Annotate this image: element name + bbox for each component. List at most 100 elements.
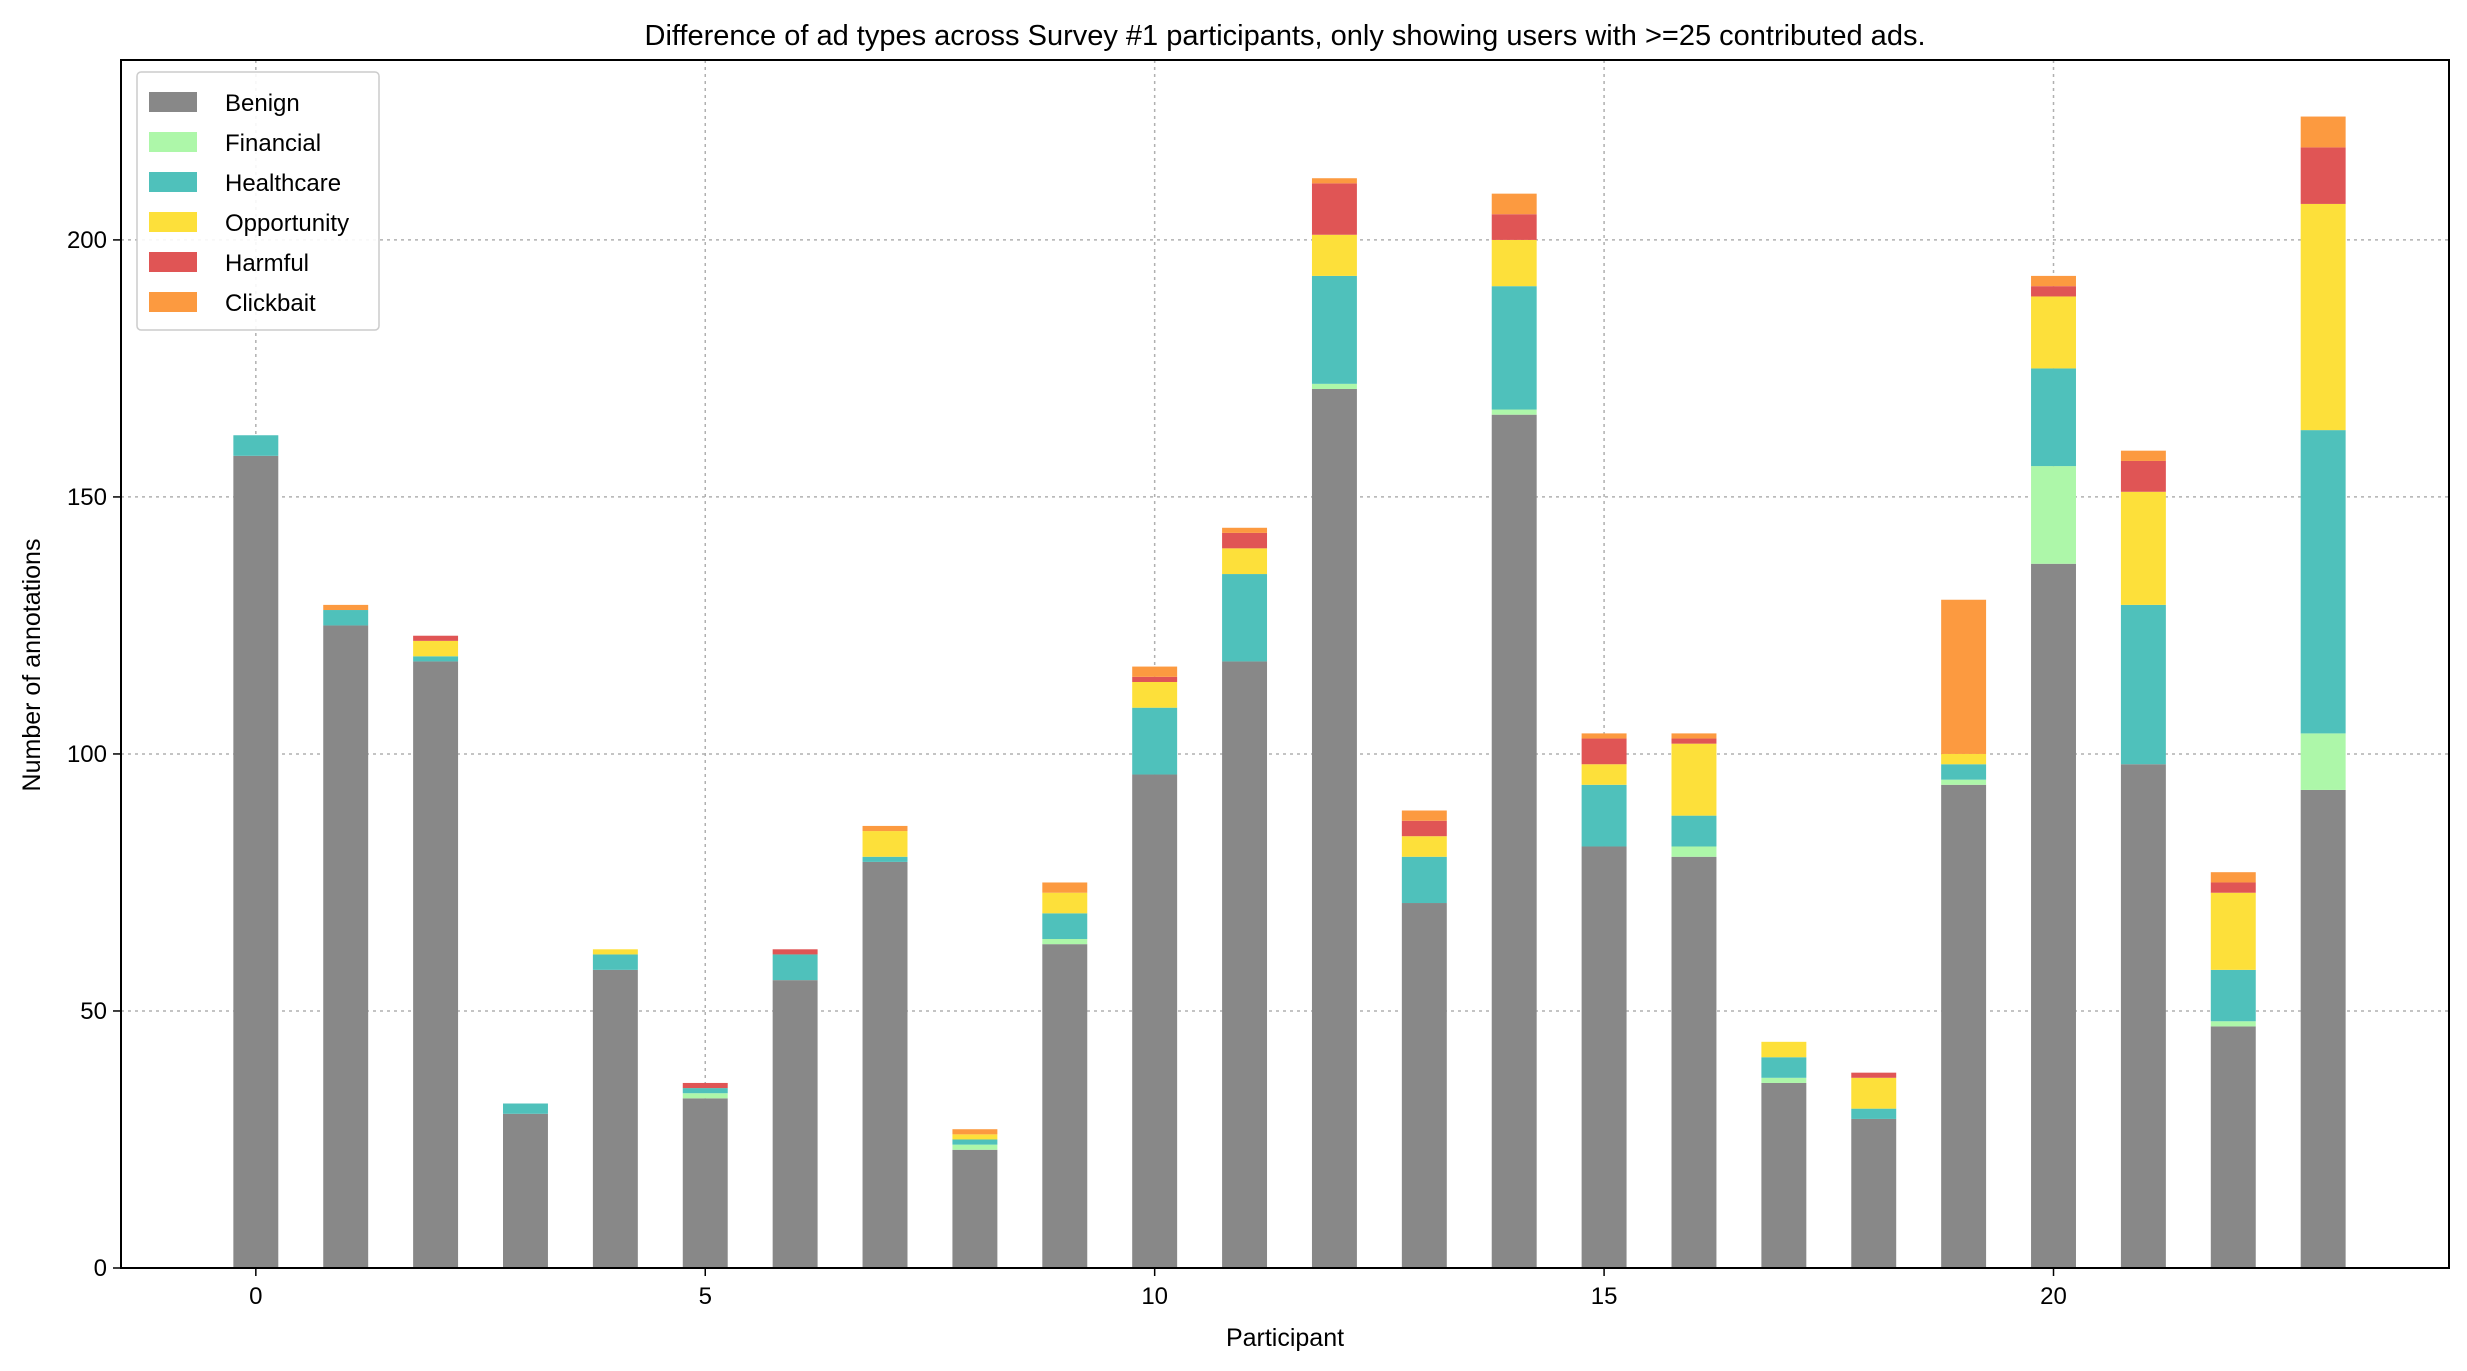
legend-label-benign: Benign bbox=[225, 90, 300, 117]
bar-benign-12 bbox=[1311, 388, 1357, 1268]
bar-opportunity-11 bbox=[1222, 548, 1268, 575]
legend: Benign Financial Healthcare Opportunity Harm… bbox=[136, 71, 380, 331]
bar-clickbait-13 bbox=[1401, 810, 1447, 821]
bar-harmful-23 bbox=[2300, 147, 2346, 204]
bar-financial-19 bbox=[1941, 779, 1987, 785]
bar-clickbait-16 bbox=[1671, 733, 1717, 739]
bar-benign-23 bbox=[2300, 789, 2346, 1268]
bar-financial-5 bbox=[682, 1093, 728, 1099]
bar-healthcare-4 bbox=[592, 954, 638, 970]
bar-clickbait-19 bbox=[1941, 599, 1987, 754]
bar-healthcare-23 bbox=[2300, 430, 2346, 734]
grid-lines bbox=[121, 60, 2449, 1269]
bar-financial-17 bbox=[1761, 1077, 1807, 1083]
y-tick-label: 200 bbox=[67, 227, 107, 254]
bar-clickbait-14 bbox=[1491, 193, 1537, 215]
legend-label-healthcare: Healthcare bbox=[225, 170, 341, 197]
legend-swatch-opportunity bbox=[149, 212, 197, 232]
bar-harmful-16 bbox=[1671, 738, 1717, 744]
legend-swatch-clickbait bbox=[149, 292, 197, 312]
bar-harmful-5 bbox=[682, 1082, 728, 1089]
bar-benign-4 bbox=[592, 969, 638, 1268]
bar-opportunity-20 bbox=[2031, 296, 2076, 369]
bar-healthcare-10 bbox=[1132, 707, 1178, 775]
bar-financial-12 bbox=[1311, 383, 1357, 389]
bar-benign-22 bbox=[2210, 1026, 2256, 1268]
bar-opportunity-4 bbox=[592, 949, 638, 955]
x-tick-label: 10 bbox=[1141, 1283, 1168, 1310]
bar-healthcare-11 bbox=[1222, 574, 1268, 662]
bar-benign-9 bbox=[1042, 944, 1088, 1268]
y-tick-label: 150 bbox=[67, 484, 107, 511]
bar-financial-20 bbox=[2031, 466, 2076, 564]
bar-clickbait-20 bbox=[2031, 275, 2076, 287]
bar-harmful-6 bbox=[772, 949, 818, 955]
bar-opportunity-17 bbox=[1761, 1041, 1807, 1058]
bar-healthcare-7 bbox=[862, 856, 908, 862]
bar-healthcare-21 bbox=[2120, 604, 2166, 765]
bar-opportunity-23 bbox=[2300, 203, 2346, 431]
bar-clickbait-8 bbox=[952, 1129, 998, 1135]
bar-clickbait-22 bbox=[2210, 872, 2256, 883]
bar-clickbait-1 bbox=[323, 604, 369, 611]
bar-benign-2 bbox=[413, 661, 459, 1268]
bar-financial-14 bbox=[1491, 409, 1537, 415]
x-tick-label: 20 bbox=[2040, 1283, 2067, 1310]
legend-swatch-benign bbox=[149, 92, 197, 112]
bar-benign-14 bbox=[1491, 414, 1537, 1269]
bar-opportunity-9 bbox=[1042, 892, 1088, 914]
bar-healthcare-5 bbox=[682, 1088, 728, 1094]
bar-benign-13 bbox=[1401, 903, 1447, 1268]
bar-benign-10 bbox=[1132, 774, 1178, 1268]
bar-healthcare-15 bbox=[1581, 784, 1627, 847]
bar-benign-8 bbox=[952, 1149, 998, 1268]
chart-title: Difference of ad types across Survey #1 … bbox=[645, 20, 1926, 52]
bar-opportunity-13 bbox=[1401, 836, 1447, 857]
legend-box bbox=[136, 71, 380, 331]
bar-opportunity-10 bbox=[1132, 681, 1178, 708]
bar-opportunity-2 bbox=[413, 640, 459, 657]
legend-swatch-harmful bbox=[149, 252, 197, 272]
legend-label-harmful: Harmful bbox=[225, 250, 309, 277]
bar-clickbait-12 bbox=[1311, 178, 1357, 184]
bar-benign-6 bbox=[772, 980, 818, 1268]
y-axis-label: Number of annotations bbox=[18, 539, 46, 792]
bar-financial-16 bbox=[1671, 846, 1717, 857]
legend-label-financial: Financial bbox=[225, 130, 321, 157]
bar-financial-8 bbox=[952, 1144, 998, 1150]
bar-healthcare-6 bbox=[772, 954, 818, 981]
bar-benign-16 bbox=[1671, 856, 1717, 1268]
bar-financial-9 bbox=[1042, 939, 1088, 945]
y-tick-label: 0 bbox=[94, 1255, 107, 1282]
bar-benign-18 bbox=[1851, 1118, 1897, 1268]
bar-opportunity-19 bbox=[1941, 753, 1987, 765]
bar-healthcare-17 bbox=[1761, 1057, 1807, 1078]
legend-swatch-financial bbox=[149, 132, 197, 152]
bar-benign-3 bbox=[503, 1113, 548, 1268]
bar-healthcare-8 bbox=[952, 1139, 998, 1145]
bar-opportunity-8 bbox=[952, 1134, 998, 1140]
bar-benign-19 bbox=[1941, 784, 1987, 1268]
bar-healthcare-3 bbox=[503, 1103, 548, 1114]
bar-healthcare-13 bbox=[1401, 856, 1447, 904]
bar-clickbait-7 bbox=[862, 825, 908, 832]
plot-frame bbox=[120, 59, 2450, 1269]
bar-opportunity-22 bbox=[2210, 892, 2256, 970]
bar-opportunity-12 bbox=[1311, 234, 1357, 276]
bar-opportunity-7 bbox=[862, 831, 908, 857]
bar-benign-15 bbox=[1581, 846, 1627, 1268]
x-tick-label: 5 bbox=[699, 1283, 712, 1310]
bar-clickbait-15 bbox=[1581, 733, 1627, 739]
bar-harmful-13 bbox=[1401, 820, 1447, 837]
x-tick-label: 15 bbox=[1591, 1283, 1618, 1310]
bar-harmful-20 bbox=[2031, 286, 2076, 297]
bar-benign-5 bbox=[682, 1098, 728, 1268]
bar-harmful-14 bbox=[1491, 214, 1537, 240]
bar-opportunity-18 bbox=[1851, 1077, 1897, 1109]
bar-harmful-10 bbox=[1132, 676, 1178, 682]
bar-opportunity-15 bbox=[1581, 764, 1627, 785]
bar-opportunity-16 bbox=[1671, 743, 1717, 816]
x-tick-label: 0 bbox=[249, 1283, 262, 1310]
